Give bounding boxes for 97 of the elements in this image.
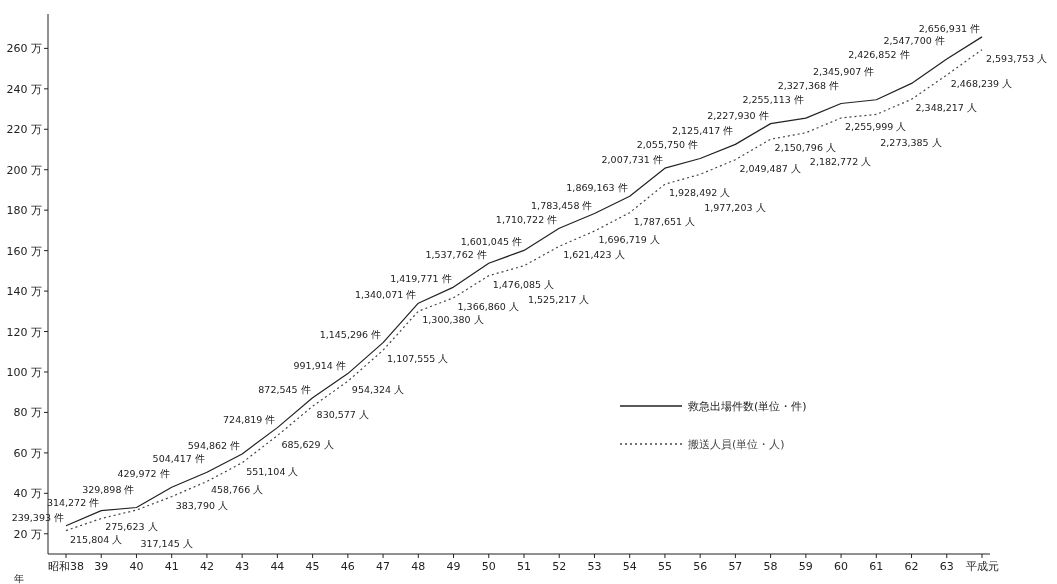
annotation: 1,601,045 件	[460, 236, 522, 248]
y-tick-label: 160 万	[6, 244, 42, 258]
annotation: 1,340,071 件	[354, 289, 417, 301]
y-tick-label: 100 万	[6, 365, 42, 379]
text: 年	[14, 573, 24, 584]
annotation: 872,545 件	[258, 383, 311, 395]
y-tick-label: 220 万	[6, 123, 42, 137]
annotation: 215,804 人	[70, 533, 123, 545]
x-tick-label: 59	[798, 560, 813, 573]
y-tick-label: 60 万	[13, 446, 42, 460]
annotation: 2,255,999 人	[845, 120, 907, 132]
y-tick-label: 200 万	[6, 163, 42, 177]
x-tick-label: 51	[517, 560, 531, 573]
annotation: 2,348,217 人	[915, 102, 977, 114]
x-tick-label: 58	[763, 560, 778, 573]
annotation: 2,150,796 人	[774, 142, 836, 154]
x-tick-label: 52	[552, 560, 567, 573]
annotation: 329,898 件	[82, 483, 135, 495]
x-tick-label: 49	[446, 560, 461, 573]
annotation: 2,273,385 人	[880, 137, 942, 149]
x-tick-label: 45	[305, 560, 320, 573]
annotation: 275,623 人	[105, 521, 158, 533]
annotation: 1,787,651 人	[633, 215, 696, 227]
y-tick-label: 40 万	[13, 487, 42, 501]
x-tick-label: 55	[657, 560, 672, 573]
text: 搬送人員(単位・人)	[688, 438, 785, 451]
x-tick-label: 40	[129, 560, 144, 573]
annotation: 383,790 人	[175, 499, 228, 511]
y-tick-label: 140 万	[6, 285, 42, 299]
x-tick-label: 47	[376, 560, 391, 573]
annotation: 429,972 件	[117, 468, 170, 480]
x-tick-label: 56	[693, 560, 708, 573]
annotation: 1,537,762 件	[425, 249, 487, 261]
y-tick-label: 120 万	[6, 325, 42, 339]
x-tick-label: 43	[235, 560, 250, 573]
x-tick-label: 53	[587, 560, 602, 573]
x-tick-label: 39	[94, 560, 109, 573]
annotation: 504,417 件	[152, 453, 205, 465]
annotation: 1,696,719 人	[598, 234, 660, 246]
x-tick-label: 54	[622, 560, 637, 573]
x-tick-label: 50	[481, 560, 496, 573]
annotation: 1,300,380 人	[422, 314, 484, 326]
annotation: 954,324 人	[351, 384, 405, 396]
annotation: 1,783,458 件	[531, 199, 593, 211]
x-tick-label: 46	[340, 560, 355, 573]
annotation: 1,621,423 人	[563, 249, 625, 261]
x-tick-label: 63	[939, 560, 954, 573]
annotation: 551,104 人	[246, 465, 299, 477]
y-tick-label: 260 万	[6, 42, 42, 56]
annotation: 685,629 人	[281, 438, 334, 450]
y-tick-label: 80 万	[13, 406, 42, 420]
annotation: 1,107,555 人	[387, 353, 449, 365]
annotation: 2,593,753 人	[986, 52, 1048, 64]
annotation: 2,227,930 件	[707, 109, 769, 121]
y-tick-label: 180 万	[6, 204, 42, 218]
x-tick-label: 昭和38	[48, 560, 84, 573]
x-tick-label: 57	[728, 560, 743, 573]
annotation: 1,476,085 人	[492, 278, 555, 290]
x-tick-label: 42	[199, 560, 214, 573]
annotation: 1,710,722 件	[495, 214, 558, 226]
annotation: 1,525,217 人	[528, 293, 590, 305]
text: 救急出場件数(単位・件)	[687, 400, 807, 413]
annotation: 458,766 人	[210, 484, 264, 496]
x-tick-label: 44	[270, 560, 285, 573]
annotation: 2,007,731 件	[601, 154, 663, 166]
annotation: 2,656,931 件	[918, 22, 980, 34]
x-tick-label: 61	[869, 560, 884, 573]
y-tick-label: 20 万	[13, 527, 42, 541]
annotation: 317,145 人	[140, 538, 193, 550]
annotation: 1,419,771 件	[390, 273, 452, 285]
annotation: 2,182,772 人	[809, 155, 872, 167]
annotation: 2,255,113 件	[742, 94, 804, 106]
annotation: 2,468,239 人	[950, 78, 1013, 90]
annotation: 2,055,750 件	[636, 139, 699, 151]
annotation: 1,928,492 人	[668, 187, 731, 199]
y-tick-label: 240 万	[6, 82, 42, 96]
annotation: 2,345,907 件	[812, 65, 875, 77]
annotation: 2,327,368 件	[777, 79, 840, 91]
x-tick-label: 60	[834, 560, 849, 573]
x-tick-label: 平成元	[965, 560, 999, 573]
x-tick-label: 41	[164, 560, 179, 573]
annotation: 594,862 件	[187, 439, 241, 451]
annotation: 2,426,852 件	[848, 49, 910, 61]
annotation: 724,819 件	[223, 413, 276, 425]
annotation: 1,977,203 人	[704, 202, 766, 214]
annotation: 1,145,296 件	[319, 328, 382, 340]
annotation: 1,869,163 件	[566, 182, 628, 194]
annotation: 1,366,860 人	[457, 300, 519, 312]
x-tick-label: 48	[411, 560, 426, 573]
annotation: 239,393 件	[11, 511, 64, 523]
annotation: 2,049,487 人	[739, 162, 801, 174]
annotation: 2,125,417 件	[672, 125, 734, 137]
annotation: 830,577 人	[316, 409, 369, 421]
annotation: 2,547,700 件	[883, 34, 945, 46]
annotation: 991,914 件	[293, 359, 346, 371]
annotation: 314,272 件	[46, 496, 100, 508]
x-tick-label: 62	[904, 560, 919, 573]
